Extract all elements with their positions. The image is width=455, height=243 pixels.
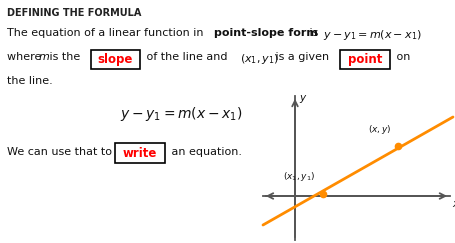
Text: the line.: the line. <box>7 76 53 86</box>
FancyBboxPatch shape <box>115 143 165 163</box>
Text: is a given: is a given <box>272 52 333 62</box>
Text: point-slope form: point-slope form <box>214 28 318 38</box>
FancyBboxPatch shape <box>91 50 140 69</box>
Text: $y - y_1 = m(x - x_1)$: $y - y_1 = m(x - x_1)$ <box>323 28 422 42</box>
Text: DEFINING THE FORMULA: DEFINING THE FORMULA <box>7 8 142 18</box>
Text: $m$: $m$ <box>38 52 50 62</box>
Text: $(x_1,y_1)$: $(x_1,y_1)$ <box>240 52 279 66</box>
Text: x: x <box>452 199 455 209</box>
Text: y: y <box>299 93 305 103</box>
Text: of the line and: of the line and <box>143 52 231 62</box>
FancyBboxPatch shape <box>340 50 390 69</box>
Text: We can use that to: We can use that to <box>7 147 116 157</box>
Text: an equation.: an equation. <box>168 147 242 157</box>
Text: is: is <box>306 28 322 38</box>
Text: write: write <box>123 147 157 159</box>
Text: is the: is the <box>46 52 84 62</box>
Text: $(x, y)$: $(x, y)$ <box>368 123 391 136</box>
Text: slope: slope <box>98 53 133 66</box>
Text: $(x_1, y_1)$: $(x_1, y_1)$ <box>283 170 315 183</box>
Text: point: point <box>348 53 382 66</box>
Text: $y - y_1 = m(x - x_1)$: $y - y_1 = m(x - x_1)$ <box>120 105 243 123</box>
Text: on: on <box>393 52 410 62</box>
Text: The equation of a linear function in: The equation of a linear function in <box>7 28 207 38</box>
Text: where: where <box>7 52 45 62</box>
